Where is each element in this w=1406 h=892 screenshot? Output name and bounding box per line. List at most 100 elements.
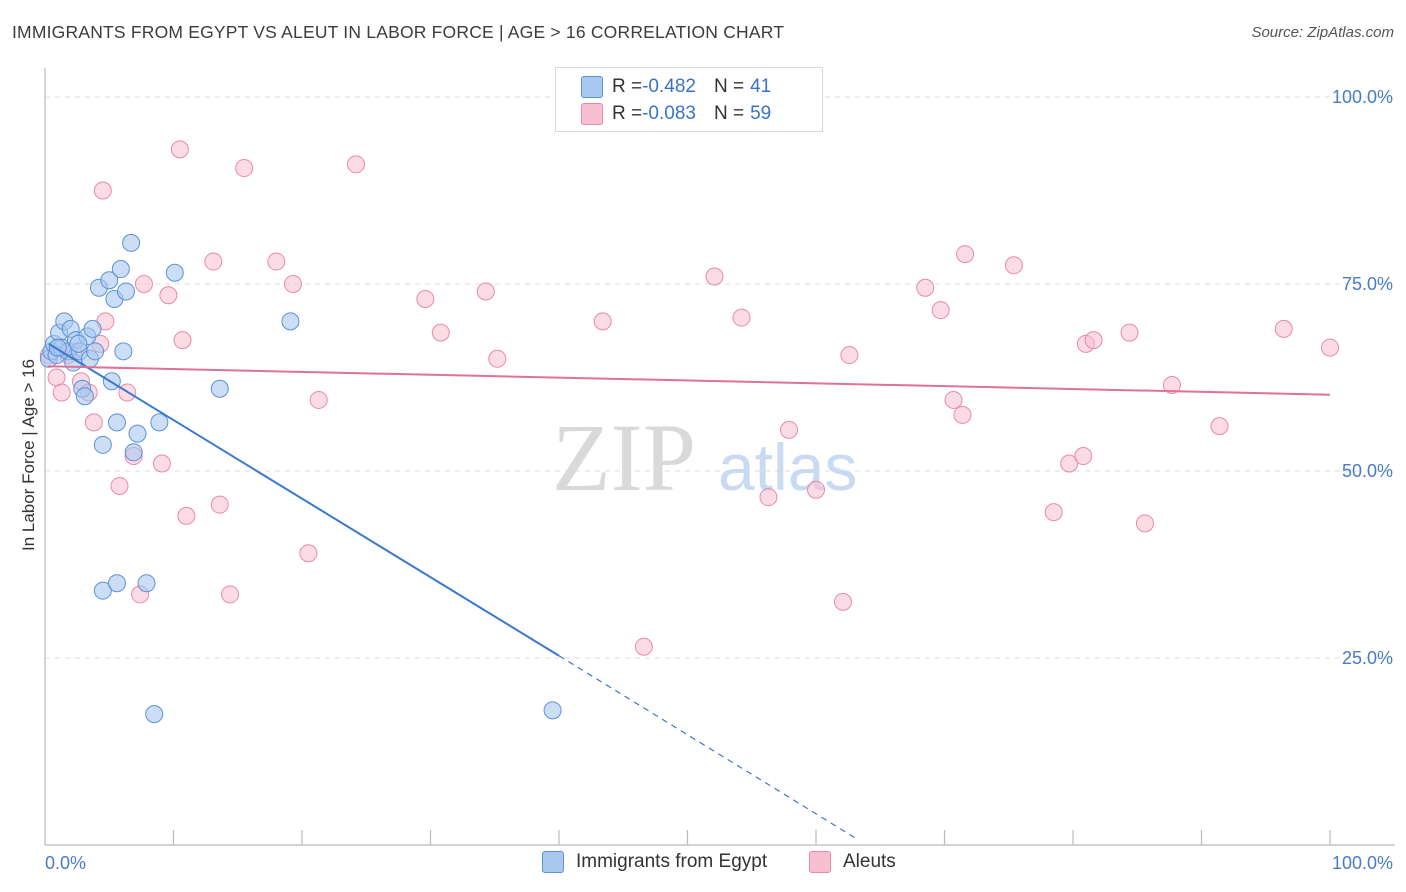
aleuts-point bbox=[235, 159, 254, 178]
aleuts-point bbox=[840, 346, 859, 365]
egypt-point bbox=[100, 271, 119, 290]
aleuts-point bbox=[431, 323, 450, 342]
series-label-egypt: Immigrants from Egypt bbox=[576, 851, 768, 872]
egypt-point bbox=[145, 705, 164, 724]
aleuts-point bbox=[1210, 417, 1229, 436]
aleuts-point bbox=[210, 495, 229, 514]
egypt-point bbox=[210, 379, 229, 398]
aleuts-point bbox=[152, 454, 171, 473]
egypt-point bbox=[116, 282, 135, 301]
aleuts-point bbox=[134, 275, 153, 293]
series-swatch-egypt bbox=[542, 851, 564, 873]
legend-swatch-aleuts bbox=[581, 103, 603, 125]
aleuts-point bbox=[309, 390, 328, 409]
watermark-atlas: atlas bbox=[718, 430, 857, 504]
legend-r-label: R = bbox=[612, 103, 643, 124]
correlation-legend: R = -0.482 N = 41 R = -0.083 N = 59 bbox=[555, 67, 823, 132]
aleuts-point bbox=[732, 308, 751, 327]
legend-row-aleuts: R = -0.083 N = 59 bbox=[581, 101, 771, 127]
egypt-trend-line bbox=[48, 342, 560, 657]
aleuts-point bbox=[759, 488, 778, 507]
egypt-point bbox=[122, 233, 141, 252]
egypt-point bbox=[83, 319, 102, 338]
aleuts-point bbox=[173, 331, 192, 350]
x-tick-label: 0.0% bbox=[45, 853, 86, 873]
aleuts-point bbox=[916, 278, 935, 297]
legend-row-egypt: R = -0.482 N = 41 bbox=[581, 74, 772, 100]
aleuts-point bbox=[416, 289, 435, 308]
legend-r-value: -0.482 bbox=[642, 76, 696, 97]
egypt-point bbox=[93, 581, 112, 600]
y-tick-label: 50.0% bbox=[1342, 461, 1393, 481]
aleuts-point bbox=[780, 420, 799, 439]
egypt-point bbox=[128, 424, 147, 443]
y-axis-title: In Labor Force | Age > 16 bbox=[19, 359, 38, 551]
egypt-point bbox=[281, 312, 300, 331]
legend-n-label: N = bbox=[713, 103, 745, 124]
aleuts-point bbox=[634, 637, 653, 656]
aleuts-point bbox=[488, 349, 507, 368]
aleuts-point bbox=[1084, 331, 1103, 350]
egypt-point bbox=[114, 342, 133, 361]
aleuts-point bbox=[953, 405, 972, 424]
tick-labels: 100.0% 75.0% 50.0% 25.0% 0.0% 100.0% bbox=[45, 87, 1393, 873]
aleuts-point bbox=[52, 383, 71, 402]
egypt-points bbox=[39, 233, 562, 724]
aleuts-point bbox=[284, 275, 303, 293]
series-label-aleuts: Aleuts bbox=[843, 851, 896, 872]
legend-r-value: -0.083 bbox=[642, 103, 696, 124]
legend-r-label: R = bbox=[612, 76, 643, 97]
egypt-point bbox=[137, 574, 156, 593]
aleuts-point bbox=[1044, 503, 1063, 522]
source-label: Source: ZipAtlas.com bbox=[1251, 24, 1394, 41]
aleuts-point bbox=[346, 155, 365, 174]
aleuts-point bbox=[93, 181, 112, 200]
egypt-point bbox=[75, 387, 94, 406]
egypt-point bbox=[150, 413, 169, 432]
egypt-point bbox=[165, 263, 184, 282]
egypt-point bbox=[124, 443, 143, 462]
egypt-point bbox=[543, 701, 562, 720]
aleuts-point bbox=[1162, 375, 1181, 394]
aleuts-point bbox=[47, 368, 66, 387]
aleuts-point bbox=[159, 286, 178, 305]
y-tick-label: 100.0% bbox=[1332, 87, 1393, 107]
egypt-point bbox=[107, 574, 126, 593]
aleuts-point bbox=[1120, 323, 1139, 342]
aleuts-point bbox=[944, 390, 963, 409]
legend-swatch-egypt bbox=[581, 76, 603, 98]
aleuts-point bbox=[705, 267, 724, 286]
aleuts-point bbox=[956, 245, 975, 264]
aleuts-point bbox=[267, 252, 286, 271]
aleuts-point bbox=[110, 476, 129, 495]
x-tick-label: 100.0% bbox=[1332, 853, 1393, 873]
series-legend: Immigrants from Egypt Aleuts bbox=[0, 851, 1406, 877]
egypt-point bbox=[111, 260, 130, 279]
aleuts-point bbox=[84, 413, 103, 432]
series-legend-aleuts[interactable]: Aleuts bbox=[809, 851, 896, 873]
aleuts-point bbox=[1060, 454, 1079, 473]
series-swatch-aleuts bbox=[809, 851, 831, 873]
legend-n-value: 41 bbox=[750, 76, 772, 97]
aleuts-point bbox=[170, 140, 189, 159]
grid-lines bbox=[45, 96, 1395, 659]
aleuts-point bbox=[807, 480, 825, 499]
trend-lines bbox=[47, 342, 1331, 839]
aleuts-point bbox=[1074, 447, 1093, 466]
y-tick-label: 25.0% bbox=[1342, 648, 1393, 668]
aleuts-point bbox=[1004, 256, 1023, 275]
aleuts-point bbox=[1135, 514, 1154, 533]
watermark: ZIP atlas bbox=[552, 404, 857, 511]
egypt-point bbox=[86, 342, 105, 361]
aleuts-point bbox=[1274, 319, 1293, 338]
egypt-point bbox=[107, 413, 126, 432]
chart-title: IMMIGRANTS FROM EGYPT VS ALEUT IN LABOR … bbox=[12, 22, 785, 42]
series-legend-egypt[interactable]: Immigrants from Egypt bbox=[542, 851, 767, 873]
aleuts-point bbox=[593, 312, 612, 331]
y-tick-label: 75.0% bbox=[1342, 274, 1393, 294]
aleuts-point bbox=[221, 585, 240, 604]
aleuts-point bbox=[476, 282, 495, 301]
legend-n-label: N = bbox=[713, 76, 745, 97]
axes bbox=[44, 68, 1395, 846]
